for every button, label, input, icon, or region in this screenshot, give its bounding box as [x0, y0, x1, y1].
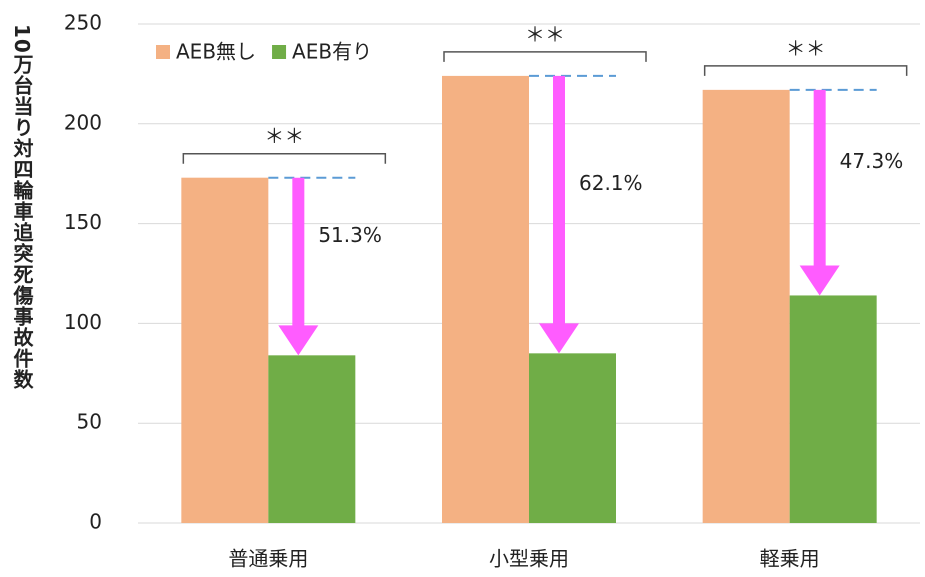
y-tick-label: 50 [77, 410, 102, 434]
significance-bracket [443, 51, 647, 62]
legend-label: AEB有り [292, 40, 372, 64]
legend-label: AEB無し [176, 40, 256, 64]
y-tick-label: 0 [89, 510, 102, 534]
x-tick-label: 普通乗用 [228, 547, 308, 571]
bar [529, 353, 616, 523]
reduction-label: 47.3% [840, 149, 904, 173]
legend-swatch [272, 45, 287, 59]
legend-swatch [156, 45, 170, 59]
significance-label: ＊＊ [525, 22, 565, 46]
y-tick-label: 200 [64, 110, 102, 134]
significance-bracket [182, 152, 387, 164]
bar [268, 355, 356, 523]
x-tick-label: 小型乗用 [489, 547, 569, 571]
y-tick-label: 100 [64, 310, 102, 334]
reduction-label: 51.3% [318, 223, 382, 247]
y-axis-label: 10万台当り対四輪車追突死傷事故件数 [10, 24, 34, 390]
bar [789, 295, 877, 523]
significance-bracket [703, 65, 908, 76]
bar [702, 89, 790, 524]
reduction-label: 62.1% [579, 171, 643, 195]
bar [181, 177, 269, 523]
reduction-arrow [799, 89, 840, 296]
x-tick-label: 軽乗用 [760, 547, 820, 571]
reduction-arrow [539, 75, 579, 354]
y-tick-label: 250 [64, 11, 102, 35]
significance-label: ＊＊ [786, 36, 826, 60]
significance-label: ＊＊ [264, 124, 304, 148]
bar [442, 75, 529, 524]
reduction-arrow [278, 177, 319, 356]
y-tick-label: 150 [64, 210, 102, 234]
